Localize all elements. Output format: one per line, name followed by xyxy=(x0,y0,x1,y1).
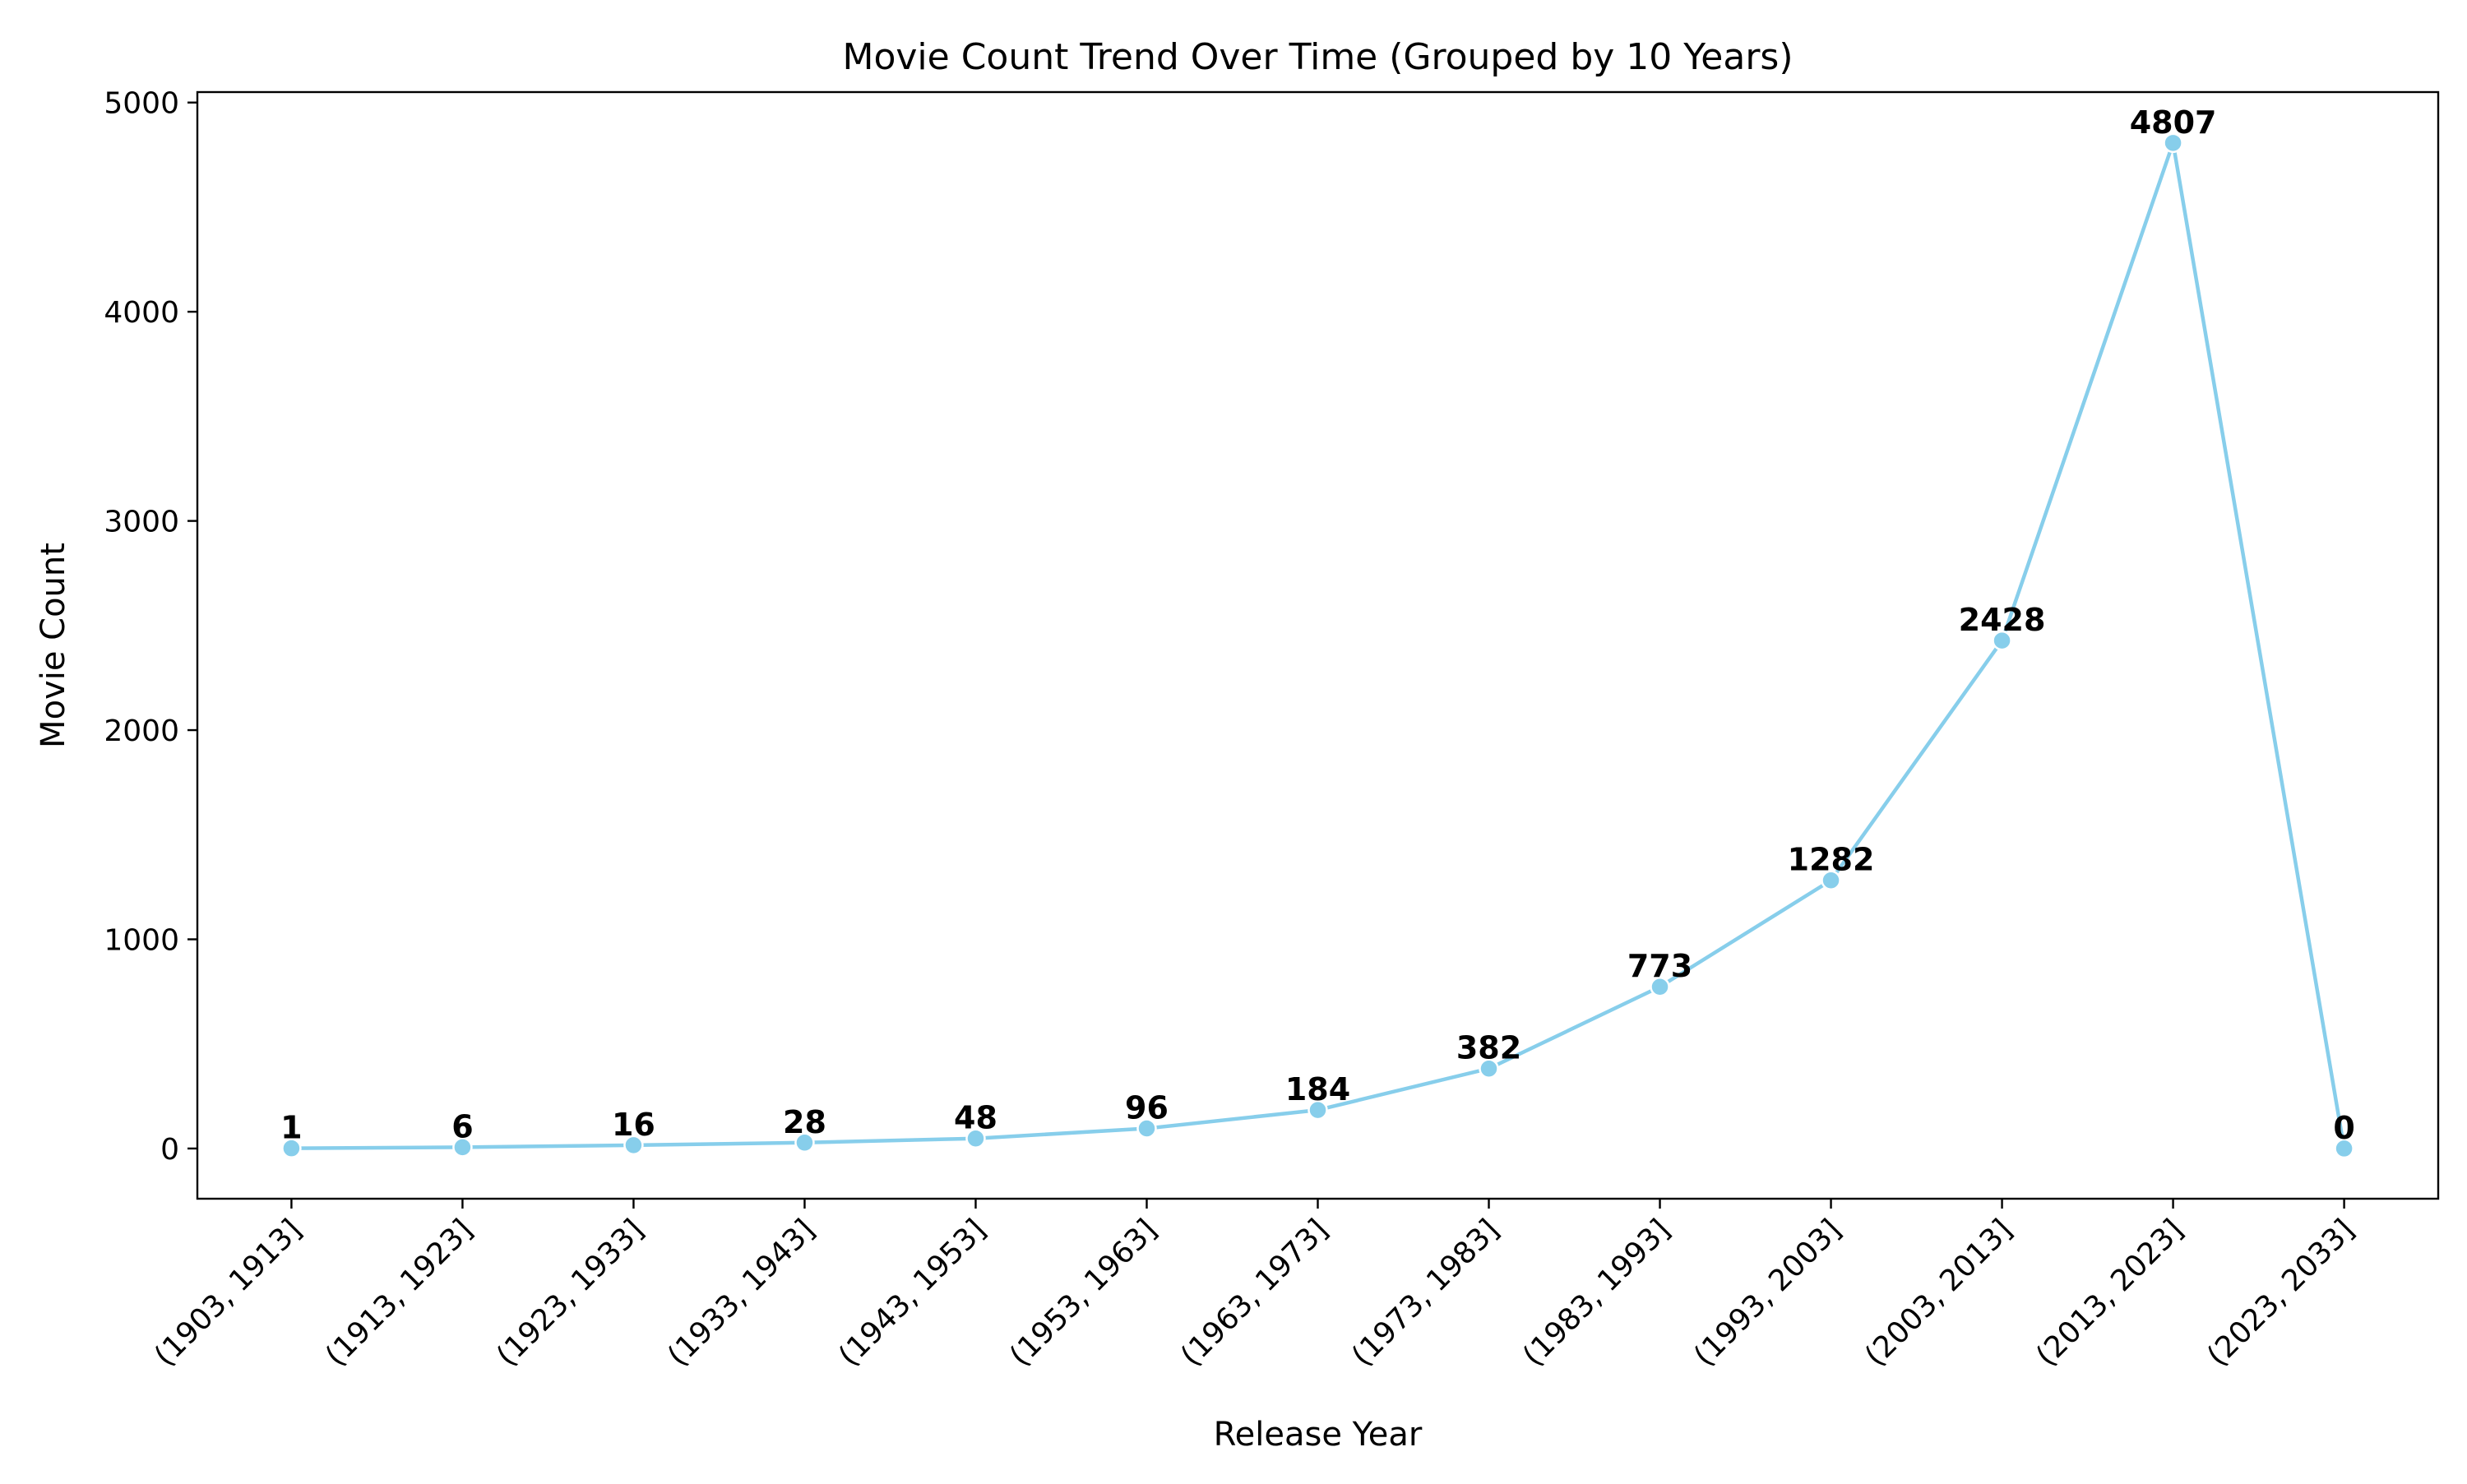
data-point xyxy=(2334,1138,2354,1159)
data-point xyxy=(452,1137,473,1158)
data-point xyxy=(1821,870,1841,890)
data-point xyxy=(1136,1118,1157,1139)
data-point xyxy=(623,1135,644,1156)
y-tick-label: 0 xyxy=(160,1133,179,1167)
data-point xyxy=(281,1138,302,1158)
data-point xyxy=(1992,630,2012,651)
y-tick-label: 2000 xyxy=(104,714,179,748)
data-point xyxy=(1308,1099,1328,1121)
x-axis-label: Release Year xyxy=(1214,1416,1423,1454)
data-label: 16 xyxy=(612,1107,655,1143)
data-label: 48 xyxy=(954,1100,997,1136)
plot-frame xyxy=(196,90,2440,1200)
data-label: 4807 xyxy=(2130,104,2217,141)
data-label: 382 xyxy=(1456,1030,1521,1066)
y-tick-label: 3000 xyxy=(104,506,179,539)
y-tick-label: 1000 xyxy=(104,923,179,957)
data-label: 1 xyxy=(280,1110,302,1146)
y-tick-label: 4000 xyxy=(104,296,179,330)
data-point xyxy=(1650,976,1670,997)
data-label: 773 xyxy=(1627,948,1692,984)
data-label: 1282 xyxy=(1788,842,1875,878)
data-point xyxy=(794,1132,815,1153)
data-point xyxy=(1479,1058,1499,1079)
data-label: 184 xyxy=(1285,1071,1350,1107)
data-point xyxy=(965,1128,986,1149)
data-label: 0 xyxy=(2333,1110,2354,1146)
data-point xyxy=(2163,132,2183,154)
y-axis-label: Movie Count xyxy=(35,543,72,748)
y-tick-label: 5000 xyxy=(104,87,179,121)
chart-title: Movie Count Trend Over Time (Grouped by … xyxy=(842,36,1793,78)
data-label: 96 xyxy=(1125,1090,1169,1126)
data-label: 2428 xyxy=(1959,602,2046,638)
data-label: 28 xyxy=(783,1104,826,1140)
data-label: 6 xyxy=(451,1108,473,1144)
